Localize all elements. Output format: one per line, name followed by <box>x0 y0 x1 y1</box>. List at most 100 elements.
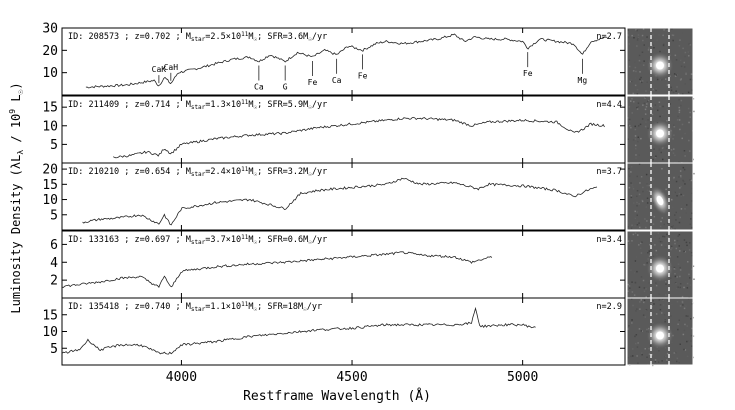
noise-speckle <box>671 34 674 36</box>
noise-speckle <box>659 308 662 311</box>
noise-speckle <box>641 81 643 84</box>
noise-speckle <box>651 354 653 356</box>
noise-speckle <box>656 254 658 256</box>
noise-speckle <box>667 222 669 224</box>
noise-speckle <box>630 196 633 199</box>
noise-speckle <box>639 62 641 64</box>
noise-speckle <box>663 314 666 316</box>
noise-speckle <box>636 29 638 32</box>
noise-speckle <box>670 227 673 229</box>
noise-speckle <box>653 215 656 218</box>
noise-speckle <box>679 286 681 289</box>
noise-speckle <box>645 309 647 312</box>
noise-speckle <box>652 300 654 302</box>
noise-speckle <box>657 232 660 235</box>
noise-speckle <box>685 73 687 75</box>
noise-speckle <box>681 301 684 304</box>
noise-speckle <box>674 214 676 216</box>
noise-speckle <box>641 353 643 356</box>
noise-speckle <box>628 59 631 61</box>
galaxy-core <box>656 331 664 340</box>
noise-speckle <box>666 120 668 122</box>
noise-speckle <box>646 356 648 358</box>
noise-speckle <box>678 98 680 101</box>
noise-speckle <box>670 89 673 92</box>
x-axis: 4000 4500 5000 <box>166 370 539 385</box>
mass-subscript: star <box>191 104 206 111</box>
noise-speckle <box>654 360 657 363</box>
noise-speckle <box>627 34 629 36</box>
noise-speckle <box>678 245 680 247</box>
noise-speckle <box>681 123 684 126</box>
noise-speckle <box>662 34 664 37</box>
noise-speckle <box>664 355 667 358</box>
noise-speckle <box>664 97 666 99</box>
noise-speckle <box>663 223 665 226</box>
noise-speckle <box>634 281 637 284</box>
noise-speckle <box>683 66 686 68</box>
noise-speckle <box>630 231 632 234</box>
noise-speckle <box>679 79 682 81</box>
noise-speckle <box>675 219 677 221</box>
noise-speckle <box>676 86 678 88</box>
noise-speckle <box>679 275 681 278</box>
noise-speckle <box>671 28 673 30</box>
noise-speckle <box>654 104 657 106</box>
noise-speckle <box>637 34 640 36</box>
noise-speckle <box>632 233 635 236</box>
noise-speckle <box>655 88 657 90</box>
mass-sun-symbol: ☉ <box>253 306 257 313</box>
noise-speckle <box>688 43 690 45</box>
noise-speckle <box>653 47 655 49</box>
noise-speckle <box>658 350 660 352</box>
noise-speckle <box>675 282 677 285</box>
noise-speckle <box>691 327 693 330</box>
noise-speckle <box>652 178 655 180</box>
noise-speckle <box>691 200 693 202</box>
sersic-index-label: n=4.4 <box>596 100 622 110</box>
y-tick-label: 20 <box>42 163 58 178</box>
noise-speckle <box>670 248 672 251</box>
thumbnail-frame <box>626 27 694 96</box>
noise-speckle <box>639 80 642 83</box>
noise-speckle <box>645 121 647 123</box>
noise-speckle <box>649 244 651 246</box>
noise-speckle <box>689 44 692 46</box>
noise-speckle <box>634 84 637 87</box>
noise-speckle <box>685 305 687 307</box>
noise-speckle <box>670 315 672 317</box>
mass-unit: M <box>248 32 253 42</box>
noise-speckle <box>627 117 629 119</box>
mass-sun-symbol: ☉ <box>253 171 257 178</box>
noise-speckle <box>659 105 661 108</box>
noise-speckle <box>665 105 667 108</box>
absorption-line-label: CaK <box>152 65 167 74</box>
noise-speckle <box>677 286 679 288</box>
noise-speckle <box>683 348 685 351</box>
panel-sfr-text: ; SFR=5.9M <box>257 100 308 110</box>
noise-speckle <box>649 75 652 77</box>
noise-speckle <box>658 237 660 240</box>
noise-speckle <box>638 328 641 330</box>
noise-speckle <box>681 295 684 298</box>
y-tick-label: 10 <box>42 193 58 208</box>
noise-speckle <box>673 126 676 128</box>
noise-speckle <box>646 328 648 331</box>
noise-speckle <box>642 314 645 316</box>
noise-speckle <box>627 283 629 286</box>
mass-exponent: 11 <box>241 301 249 308</box>
noise-speckle <box>678 161 680 163</box>
noise-speckle <box>691 212 693 214</box>
noise-speckle <box>670 149 673 151</box>
noise-speckle <box>645 90 647 92</box>
mass-sun-symbol: ☉ <box>253 104 257 111</box>
noise-speckle <box>662 44 665 47</box>
noise-speckle <box>680 316 683 319</box>
noise-speckle <box>636 355 638 357</box>
noise-speckle <box>690 334 693 337</box>
noise-speckle <box>630 79 632 81</box>
noise-speckle <box>653 303 655 305</box>
noise-speckle <box>636 106 638 109</box>
